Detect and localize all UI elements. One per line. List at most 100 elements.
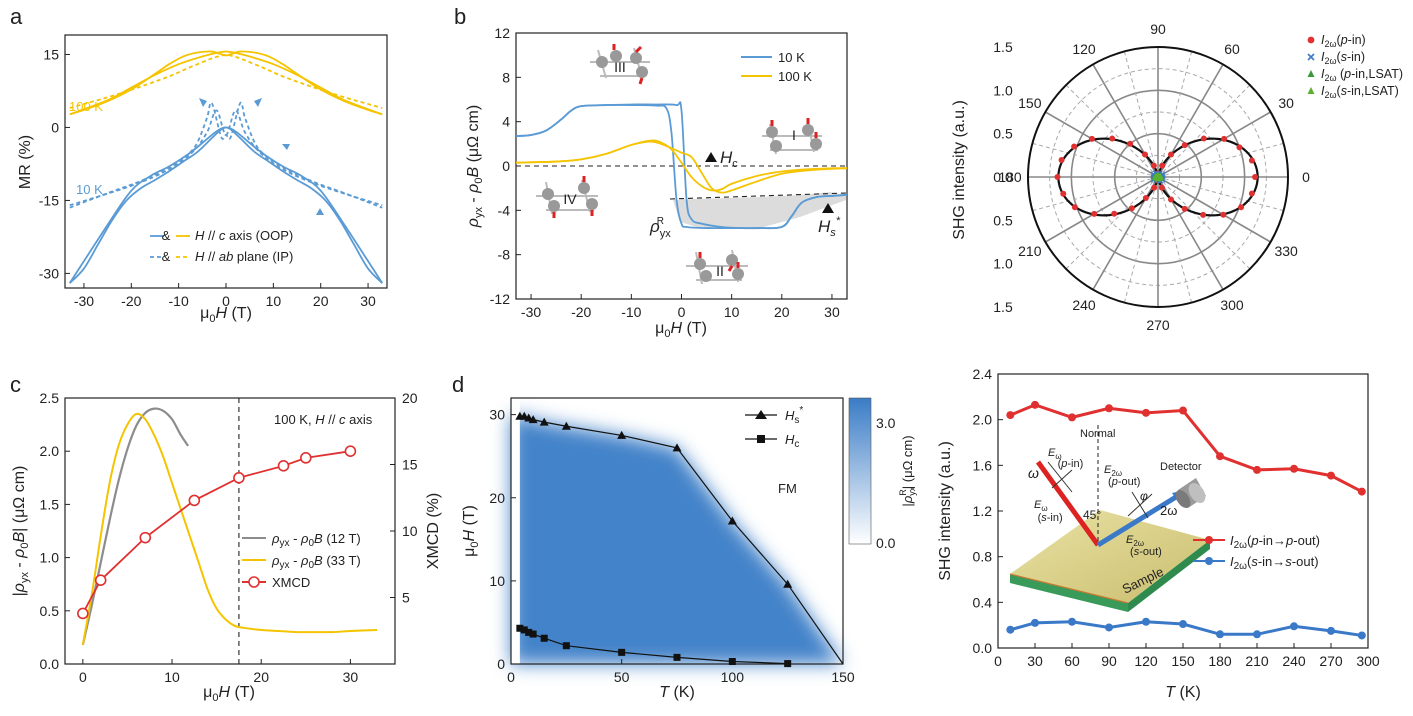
polar-point (1128, 205, 1135, 212)
panel-c-xmcd-point (94, 574, 107, 587)
y-tick-label: 0.4 (973, 594, 993, 610)
polar-grid-spoke (1092, 176, 1159, 290)
panel-e-point (1006, 625, 1015, 634)
panel-d-hc-point (673, 653, 681, 661)
polar-radial-label: 1.5 (993, 299, 1013, 315)
polar-angle-label: 300 (1220, 297, 1244, 313)
y2-tick-label: 5 (402, 590, 410, 606)
panel-d-colorbar: 3.0 0.0 |ρyxR| (μΩ cm) (848, 397, 917, 551)
y-tick-label: 1.5 (40, 496, 60, 512)
y-tick-label: 2.0 (40, 443, 60, 459)
x-tick-label: 0 (507, 669, 515, 685)
x-tick-label: 150 (1171, 653, 1195, 669)
panel-c-xmcd-point (77, 607, 89, 620)
panel-d-hs-point (617, 430, 627, 439)
panel-a-ylabel: MR (%) (17, 135, 34, 189)
panel-d-xlabel: T (K) (659, 684, 695, 701)
y-tick-label: 12 (494, 25, 510, 41)
x-tick-label: -30 (74, 293, 94, 309)
y-tick-label: 10 (489, 573, 505, 589)
y2-tick-label: 20 (402, 390, 418, 406)
colorbar-label: |ρyxR| (μΩ cm) (898, 435, 917, 506)
panel-c-xlabel: μ0H (T) (203, 684, 255, 704)
panel-e-point (1327, 471, 1335, 480)
polar-grid-spoke-minor (1123, 176, 1159, 303)
panel-c-xmcd-point (139, 531, 152, 544)
schematic-incident-beam (1035, 460, 1101, 547)
panel-e-point (1031, 400, 1039, 409)
panel-a-legend-oop: H // c axis (OOP) (195, 228, 293, 243)
polar-angle-label: 180 (998, 169, 1022, 185)
x-tick-label: 180 (1208, 653, 1232, 669)
schematic-2omega-label: 2ω (1160, 503, 1177, 518)
schematic-es-in-label: Eω (s-in) (1034, 499, 1063, 524)
panel-c-xmcd-point (233, 471, 245, 484)
y-tick-label: 20 (489, 490, 505, 506)
polar-point (1168, 196, 1174, 203)
panel-polar-ylabel: SHG intensity (a.u.) (951, 100, 968, 240)
polar-angle-label: 0 (1302, 169, 1310, 185)
panel-c-y2label: XMCD (%) (425, 493, 442, 569)
polar-legend-entry: I2ω(s-in) (1321, 50, 1365, 66)
panel-d-heatmap (511, 398, 843, 664)
polar-point (1054, 174, 1061, 180)
panel-d-hc-point (618, 648, 626, 656)
x-tick-label: 0 (79, 669, 87, 685)
y-tick-label: 2.0 (973, 412, 993, 428)
panel-e-point (1068, 413, 1076, 422)
x-tick-label: -30 (521, 304, 541, 320)
spin-config-III-icon: III (590, 44, 650, 85)
panel-b-xlabel: μ0H (T) (655, 320, 707, 340)
panel-e-point (1179, 406, 1187, 415)
panel-a-arrow-icon (282, 144, 290, 150)
panel-b-hs-label: Hs* (818, 215, 841, 239)
panel-a-label-100k: 100 K (69, 99, 103, 114)
panel-polar-chart: 0 30 60 90 120 150 180 210 240 270 300 330 1.5 1.0 0.5… (951, 21, 1403, 333)
panel-b-rho-label: ρyxR (649, 216, 671, 240)
polar-point (1060, 190, 1067, 197)
y-tick-label: 0.0 (973, 640, 993, 656)
polar-radial-label: 1.0 (993, 82, 1013, 98)
panel-a-arrow-icon (254, 98, 262, 107)
x-tick-label: 100 (721, 669, 745, 685)
y-tick-label: 30 (489, 407, 505, 423)
panel-a-arrow-icon (316, 208, 324, 215)
polar-point (1109, 135, 1116, 142)
x-tick-label: -20 (571, 304, 591, 320)
y2-tick-label: 10 (402, 523, 418, 539)
panel-e-point (1357, 631, 1366, 640)
spin-config-I-icon: I (762, 118, 822, 155)
y2-tick-label: 15 (402, 457, 418, 473)
polar-grid-spoke-minor (1123, 51, 1159, 178)
x-tick-label: 0 (994, 653, 1002, 669)
panel-e-point (1253, 465, 1261, 474)
polar-grid-spoke-minor (1157, 84, 1251, 178)
polar-angle-label: 270 (1146, 317, 1170, 333)
x-tick-label: -10 (621, 304, 641, 320)
panel-d-hs-point (727, 516, 737, 525)
polar-grid-spoke (1157, 111, 1271, 178)
y-tick-label: 0.8 (973, 549, 993, 565)
polar-point (1071, 204, 1078, 211)
polar-point (1159, 162, 1166, 169)
polar-point (1181, 205, 1188, 212)
polar-grid-spoke-minor (1065, 176, 1159, 270)
panel-e-point (1290, 622, 1298, 631)
polar-angle-label: 210 (1018, 243, 1042, 259)
svg-text:IV: IV (563, 191, 577, 207)
polar-angle-label: 30 (1278, 95, 1294, 111)
x-tick-label: 300 (1356, 653, 1380, 669)
panel-c-series-0 (81, 407, 189, 646)
svg-text:I: I (792, 127, 796, 143)
panel-label-b: b (454, 4, 466, 29)
y-tick-label: 0.0 (40, 656, 60, 672)
panel-e-point (1290, 464, 1298, 473)
polar-point (1248, 157, 1255, 164)
panel-d-hs-point (528, 415, 538, 424)
polar-grid-spoke (1157, 176, 1271, 243)
polar-grid-spoke-minor (1157, 176, 1284, 212)
panel-e-legend-s: I2ω(s-in→s-out) (1230, 554, 1319, 572)
polar-grid-spoke (1045, 176, 1159, 243)
y-tick-label: 1.0 (40, 550, 60, 566)
panel-c-ylabel: |ρyx - ρ0B| (μΩ cm) (11, 466, 31, 597)
